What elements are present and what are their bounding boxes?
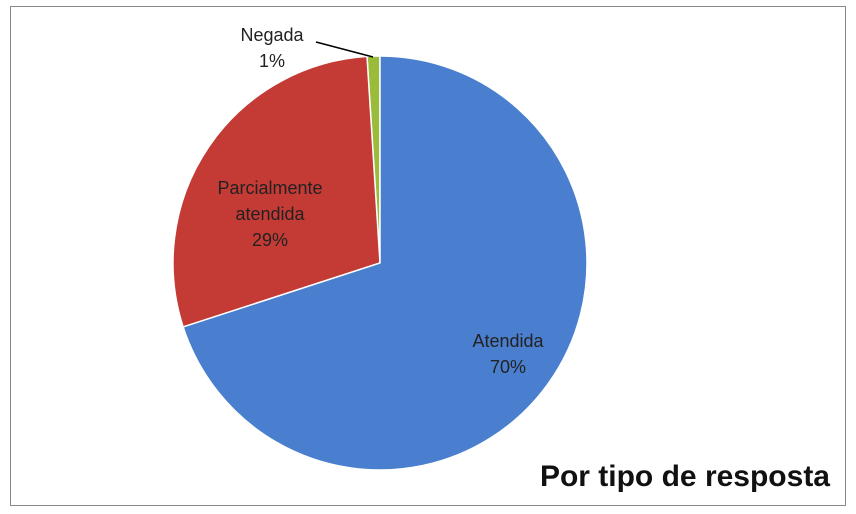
value-label: 29%	[251, 230, 289, 250]
category-label: Negada	[240, 25, 304, 45]
value-label: 1%	[258, 51, 285, 71]
category-label: Parcialmente atendida	[217, 178, 323, 224]
slice-label: Parcialmente atendida 29%	[190, 175, 350, 253]
leader-line	[315, 41, 374, 58]
chart-title: Por tipo de resposta	[539, 460, 830, 493]
slice-label: Atendida 70%	[448, 328, 568, 380]
value-label: 70%	[489, 357, 527, 377]
pie-slice	[172, 55, 381, 328]
chart-frame	[10, 6, 846, 506]
slice-label: Negada 1%	[222, 22, 322, 74]
pie-slice	[182, 55, 588, 471]
category-label: Atendida	[472, 331, 544, 351]
